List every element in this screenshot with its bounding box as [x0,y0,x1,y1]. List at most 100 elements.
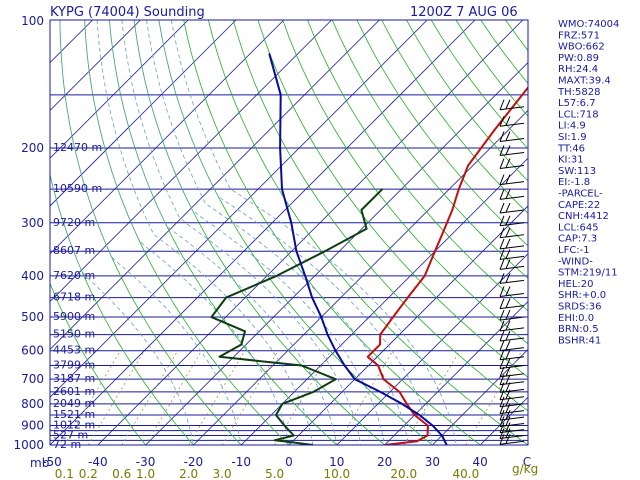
dry-adiabat-70 [257,20,528,378]
height-label-950: 527 m [53,429,88,442]
mixing-ratio-line-1 [87,350,145,445]
wind-barb-flag-a-22 [499,366,505,378]
chart-title: KYPG (74004) Sounding [50,5,205,20]
wind-barb-staff-25 [499,396,525,401]
wind-barb-flag-b-27 [505,403,511,413]
wind-barb-22 [499,366,525,378]
point-dewpoint-0 [381,188,383,190]
point-temperature-8 [407,297,409,299]
wind-barb-flag-a-15 [499,298,505,309]
wind-barb-flag-b-20 [505,349,511,359]
wind-barb-flag-a-31 [499,428,505,439]
point-parcel-13 [379,391,381,393]
wind-barb-flag-a-17 [499,320,505,332]
wind-barb-flag-b-8 [505,215,511,225]
wind-barb-flag-b-28 [505,409,511,420]
index-line-25: SRDS:36 [558,302,601,313]
dry-adiabat-90 [307,20,528,312]
wind-barb-28 [499,409,525,421]
wind-barb-30 [499,422,525,434]
wind-barb-flag-b-31 [505,428,511,438]
moist-adiabat-0 [84,20,290,445]
y-axis-unit: mb [30,456,49,470]
point-parcel-1 [280,94,282,96]
point-parcel-4 [290,222,292,224]
wind-barb-flag-a-3 [499,145,505,156]
mixing-ratio-line-0 [63,350,121,445]
wind-barb-flag-a-9 [499,227,505,238]
wind-barb-flag-a-5 [499,174,505,185]
wind-barb-2 [499,131,525,142]
wind-barb-flag-a-1 [499,116,505,127]
wind-barb-7 [499,202,525,214]
wind-barb-flag-a-7 [499,202,505,214]
wind-barb-flag-a-24 [499,382,505,393]
point-parcel-7 [311,297,313,299]
isotherm-20 [384,301,528,445]
index-line-8: LCL:718 [558,109,599,120]
wind-barb-flag-b-29 [505,416,511,426]
mixing-ratio-label-0: 0.1 [55,467,74,480]
mixing-ratio-label-2: 0.6 [112,467,131,480]
wind-barb-17 [499,320,525,332]
wind-barb-flag-a-16 [499,309,505,321]
index-line-21: -WIND- [558,256,593,267]
x-tick--30: -30 [136,455,156,469]
moist-adiabat-35 [170,20,457,445]
wind-barb-flag-b-22 [505,366,511,377]
x-tick-0: 0 [285,455,293,469]
x-tick--40: -40 [88,455,108,469]
wind-barb-flag-b-14 [505,286,511,296]
wind-barb-4 [499,158,525,170]
plot-frame [49,19,529,446]
index-line-24: SHR:+0.0 [558,290,606,301]
point-temperature-14 [382,378,385,380]
point-parcel-5 [295,250,297,252]
wind-barb-flag-b-17 [505,320,511,331]
point-dewpoint-9 [218,356,221,358]
wind-barb-staff-30 [499,429,525,434]
mixing-ratio-line-6 [274,350,332,445]
wind-barb-staff-10 [499,245,525,250]
point-parcel-15 [418,414,420,416]
height-label-350: 8607 m [53,244,95,257]
index-line-1: FRZ:571 [558,30,600,41]
wind-barb-27 [499,403,525,415]
wind-barb-staff-31 [499,435,525,440]
point-dewpoint-14 [275,414,277,416]
wind-barb-flag-b-5 [505,174,511,184]
wind-barb-flag-a-23 [499,374,505,385]
point-temperature-1 [495,127,497,130]
pressure-tick-600: 600 [21,344,44,358]
index-line-17: CNH:4412 [558,211,609,222]
wind-barb-15 [499,298,525,310]
pressure-tick-800: 800 [21,397,44,411]
wind-barb-10 [499,238,525,250]
point-temperature-15 [398,391,401,393]
mixing-ratio-line-5 [221,350,279,445]
wind-barb-flag-b-4 [505,158,511,168]
wind-barb-14 [499,286,525,297]
x-tick-20: 20 [377,455,392,469]
index-line-28: BSHR:41 [558,335,601,346]
moist-adiabat-20 [133,20,385,445]
index-line-5: MAXT:39.4 [558,76,611,87]
point-temperature-13 [377,364,379,367]
dry-adiabat-120 [381,20,528,214]
point-parcel-0 [268,53,270,55]
wind-barb-staff-28 [499,416,525,421]
isotherm--120 [50,20,141,111]
height-label-300: 9720 m [53,216,95,229]
mixing-ratio-label-8: 20.0 [390,467,417,480]
index-line-16: CAPE:22 [558,200,600,211]
wind-barb-flag-b-7 [505,202,511,213]
pressure-tick-400: 400 [21,269,44,283]
index-line-2: WBO:662 [558,42,605,53]
point-parcel-2 [279,147,281,149]
wind-barb-8 [499,215,525,227]
x-tick-10: 10 [329,455,344,469]
wind-barb-29 [499,416,525,427]
wind-barb-flag-a-4 [499,158,505,169]
wind-barb-staff-3 [499,151,525,156]
